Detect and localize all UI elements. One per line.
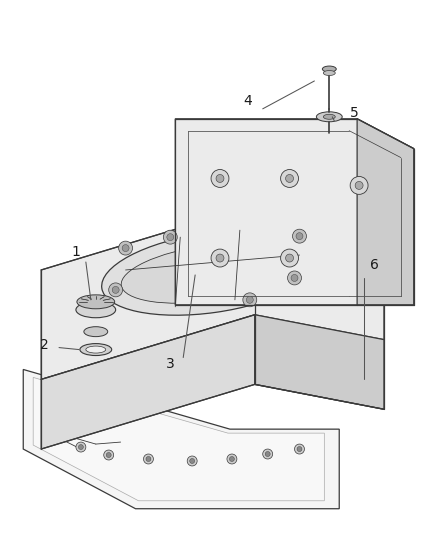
Text: 2: 2 [40,337,49,352]
Polygon shape [357,119,414,305]
Circle shape [146,456,151,462]
Text: 3: 3 [166,358,175,372]
Circle shape [263,449,273,459]
Polygon shape [41,315,255,449]
Ellipse shape [316,112,342,122]
Ellipse shape [121,243,299,303]
Polygon shape [33,377,324,501]
Circle shape [355,181,363,189]
Circle shape [211,169,229,188]
Polygon shape [255,315,384,409]
Circle shape [216,254,224,262]
Polygon shape [41,205,384,379]
Circle shape [190,458,194,464]
Circle shape [286,174,293,182]
Circle shape [296,233,303,240]
Circle shape [297,447,302,451]
Circle shape [163,230,177,244]
Circle shape [119,241,133,255]
Circle shape [216,174,224,182]
Circle shape [291,274,298,281]
Ellipse shape [76,302,116,318]
Circle shape [211,249,229,267]
Circle shape [76,442,86,452]
Circle shape [187,456,197,466]
Ellipse shape [86,346,106,353]
Circle shape [281,249,298,267]
Ellipse shape [322,66,336,72]
Text: 5: 5 [350,106,359,120]
Circle shape [227,454,237,464]
Text: 6: 6 [370,258,378,272]
Ellipse shape [102,231,318,315]
Ellipse shape [77,295,115,309]
Ellipse shape [80,344,112,356]
Circle shape [350,176,368,195]
Polygon shape [175,119,414,305]
Circle shape [294,444,304,454]
Ellipse shape [323,114,335,119]
Circle shape [246,296,253,303]
Circle shape [288,271,301,285]
Circle shape [104,450,114,460]
Text: 4: 4 [244,94,252,108]
Ellipse shape [323,70,335,76]
Text: 1: 1 [71,245,80,259]
Circle shape [109,283,123,297]
Circle shape [144,454,153,464]
Circle shape [78,445,83,449]
Circle shape [243,293,257,307]
Polygon shape [23,369,339,508]
Ellipse shape [84,327,108,337]
Circle shape [265,451,270,456]
Circle shape [286,254,293,262]
Circle shape [106,453,111,457]
Circle shape [167,233,174,240]
Circle shape [293,229,307,243]
Circle shape [112,286,119,293]
Circle shape [281,169,298,188]
Circle shape [230,456,234,462]
Circle shape [122,245,129,252]
